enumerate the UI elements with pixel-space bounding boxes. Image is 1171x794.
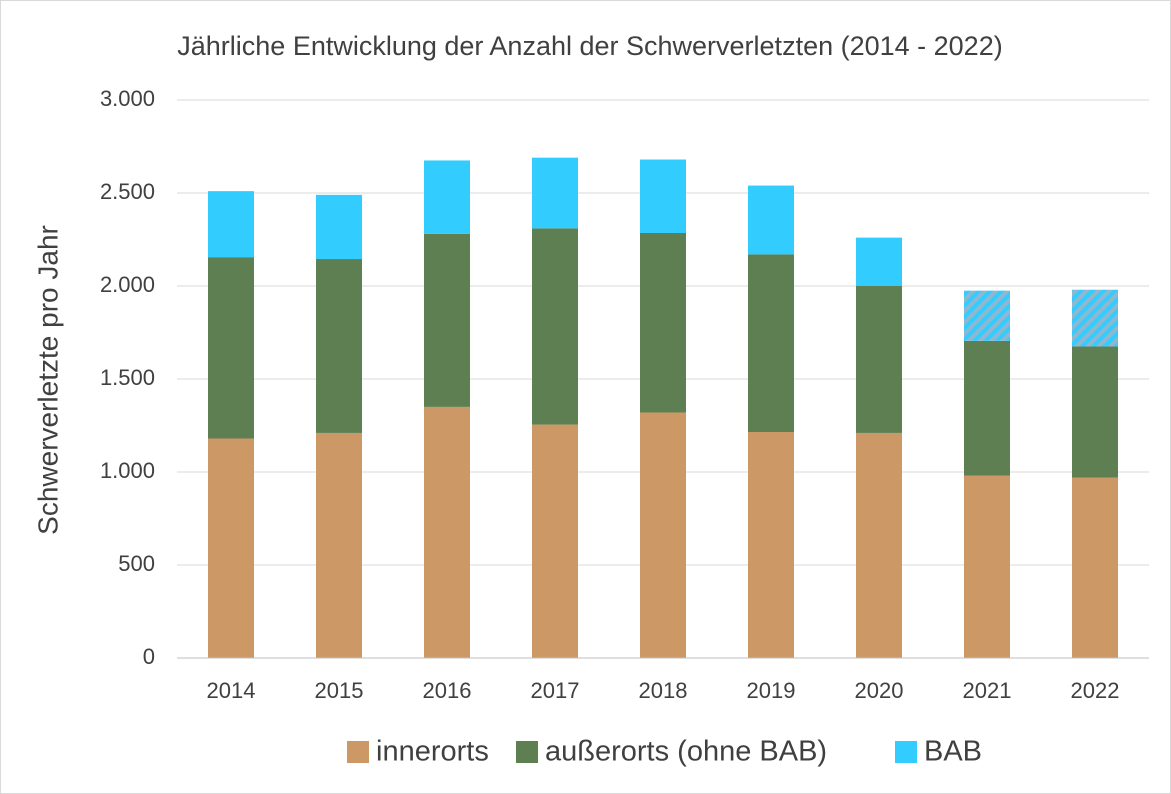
x-tick-label: 2019 — [747, 678, 796, 703]
x-tick-label: 2022 — [1071, 678, 1120, 703]
x-tick-label: 2018 — [639, 678, 688, 703]
bar-segment — [748, 432, 794, 658]
chart-title: Jährliche Entwicklung der Anzahl der Sch… — [177, 31, 1002, 61]
y-tick-label: 2.000 — [100, 272, 155, 297]
x-tick-label: 2017 — [531, 678, 580, 703]
x-tick-label: 2021 — [963, 678, 1012, 703]
bar-segment — [964, 290, 1010, 341]
bar-segment — [532, 157, 578, 229]
bar-segment — [208, 191, 254, 258]
bar-segment — [316, 432, 362, 658]
legend-label: innerorts — [376, 736, 489, 768]
legend-swatch — [516, 741, 538, 763]
bar-segment — [208, 257, 254, 439]
bar-segment — [856, 432, 902, 658]
bar-segment — [748, 185, 794, 255]
bar-segment — [424, 160, 470, 234]
x-tick-label: 2020 — [855, 678, 904, 703]
bar-segment — [640, 232, 686, 413]
legend-swatch — [347, 741, 369, 763]
bar-segment — [316, 194, 362, 260]
x-tick-label: 2014 — [207, 678, 256, 703]
y-tick-label: 0 — [143, 644, 155, 669]
bar-segment — [532, 424, 578, 658]
y-tick-label: 500 — [118, 551, 155, 576]
bar-segment — [640, 159, 686, 233]
bar-segment — [964, 475, 1010, 658]
bar-segment — [316, 259, 362, 433]
bar-segment — [1072, 346, 1118, 478]
bar-segment — [532, 228, 578, 425]
y-tick-label: 1.000 — [100, 458, 155, 483]
bar-segment — [424, 233, 470, 407]
bar-segment — [1072, 289, 1118, 347]
bar-segment — [424, 406, 470, 658]
bar-segment — [856, 237, 902, 286]
x-tick-label: 2016 — [423, 678, 472, 703]
bar-segment — [964, 340, 1010, 476]
legend-label: außerorts (ohne BAB) — [545, 736, 827, 768]
legend-label: BAB — [924, 736, 982, 768]
bar-segment — [208, 438, 254, 658]
bar-segment — [856, 286, 902, 433]
y-tick-label: 2.500 — [100, 179, 155, 204]
bar-segment — [640, 412, 686, 658]
bar-segment — [748, 254, 794, 433]
y-tick-label: 1.500 — [100, 365, 155, 390]
legend-swatch — [895, 741, 917, 763]
y-tick-label: 3.000 — [100, 86, 155, 111]
y-axis-label: Schwerverletzte pro Jahr — [32, 225, 63, 535]
bar-segment — [1072, 477, 1118, 658]
x-tick-label: 2015 — [315, 678, 364, 703]
